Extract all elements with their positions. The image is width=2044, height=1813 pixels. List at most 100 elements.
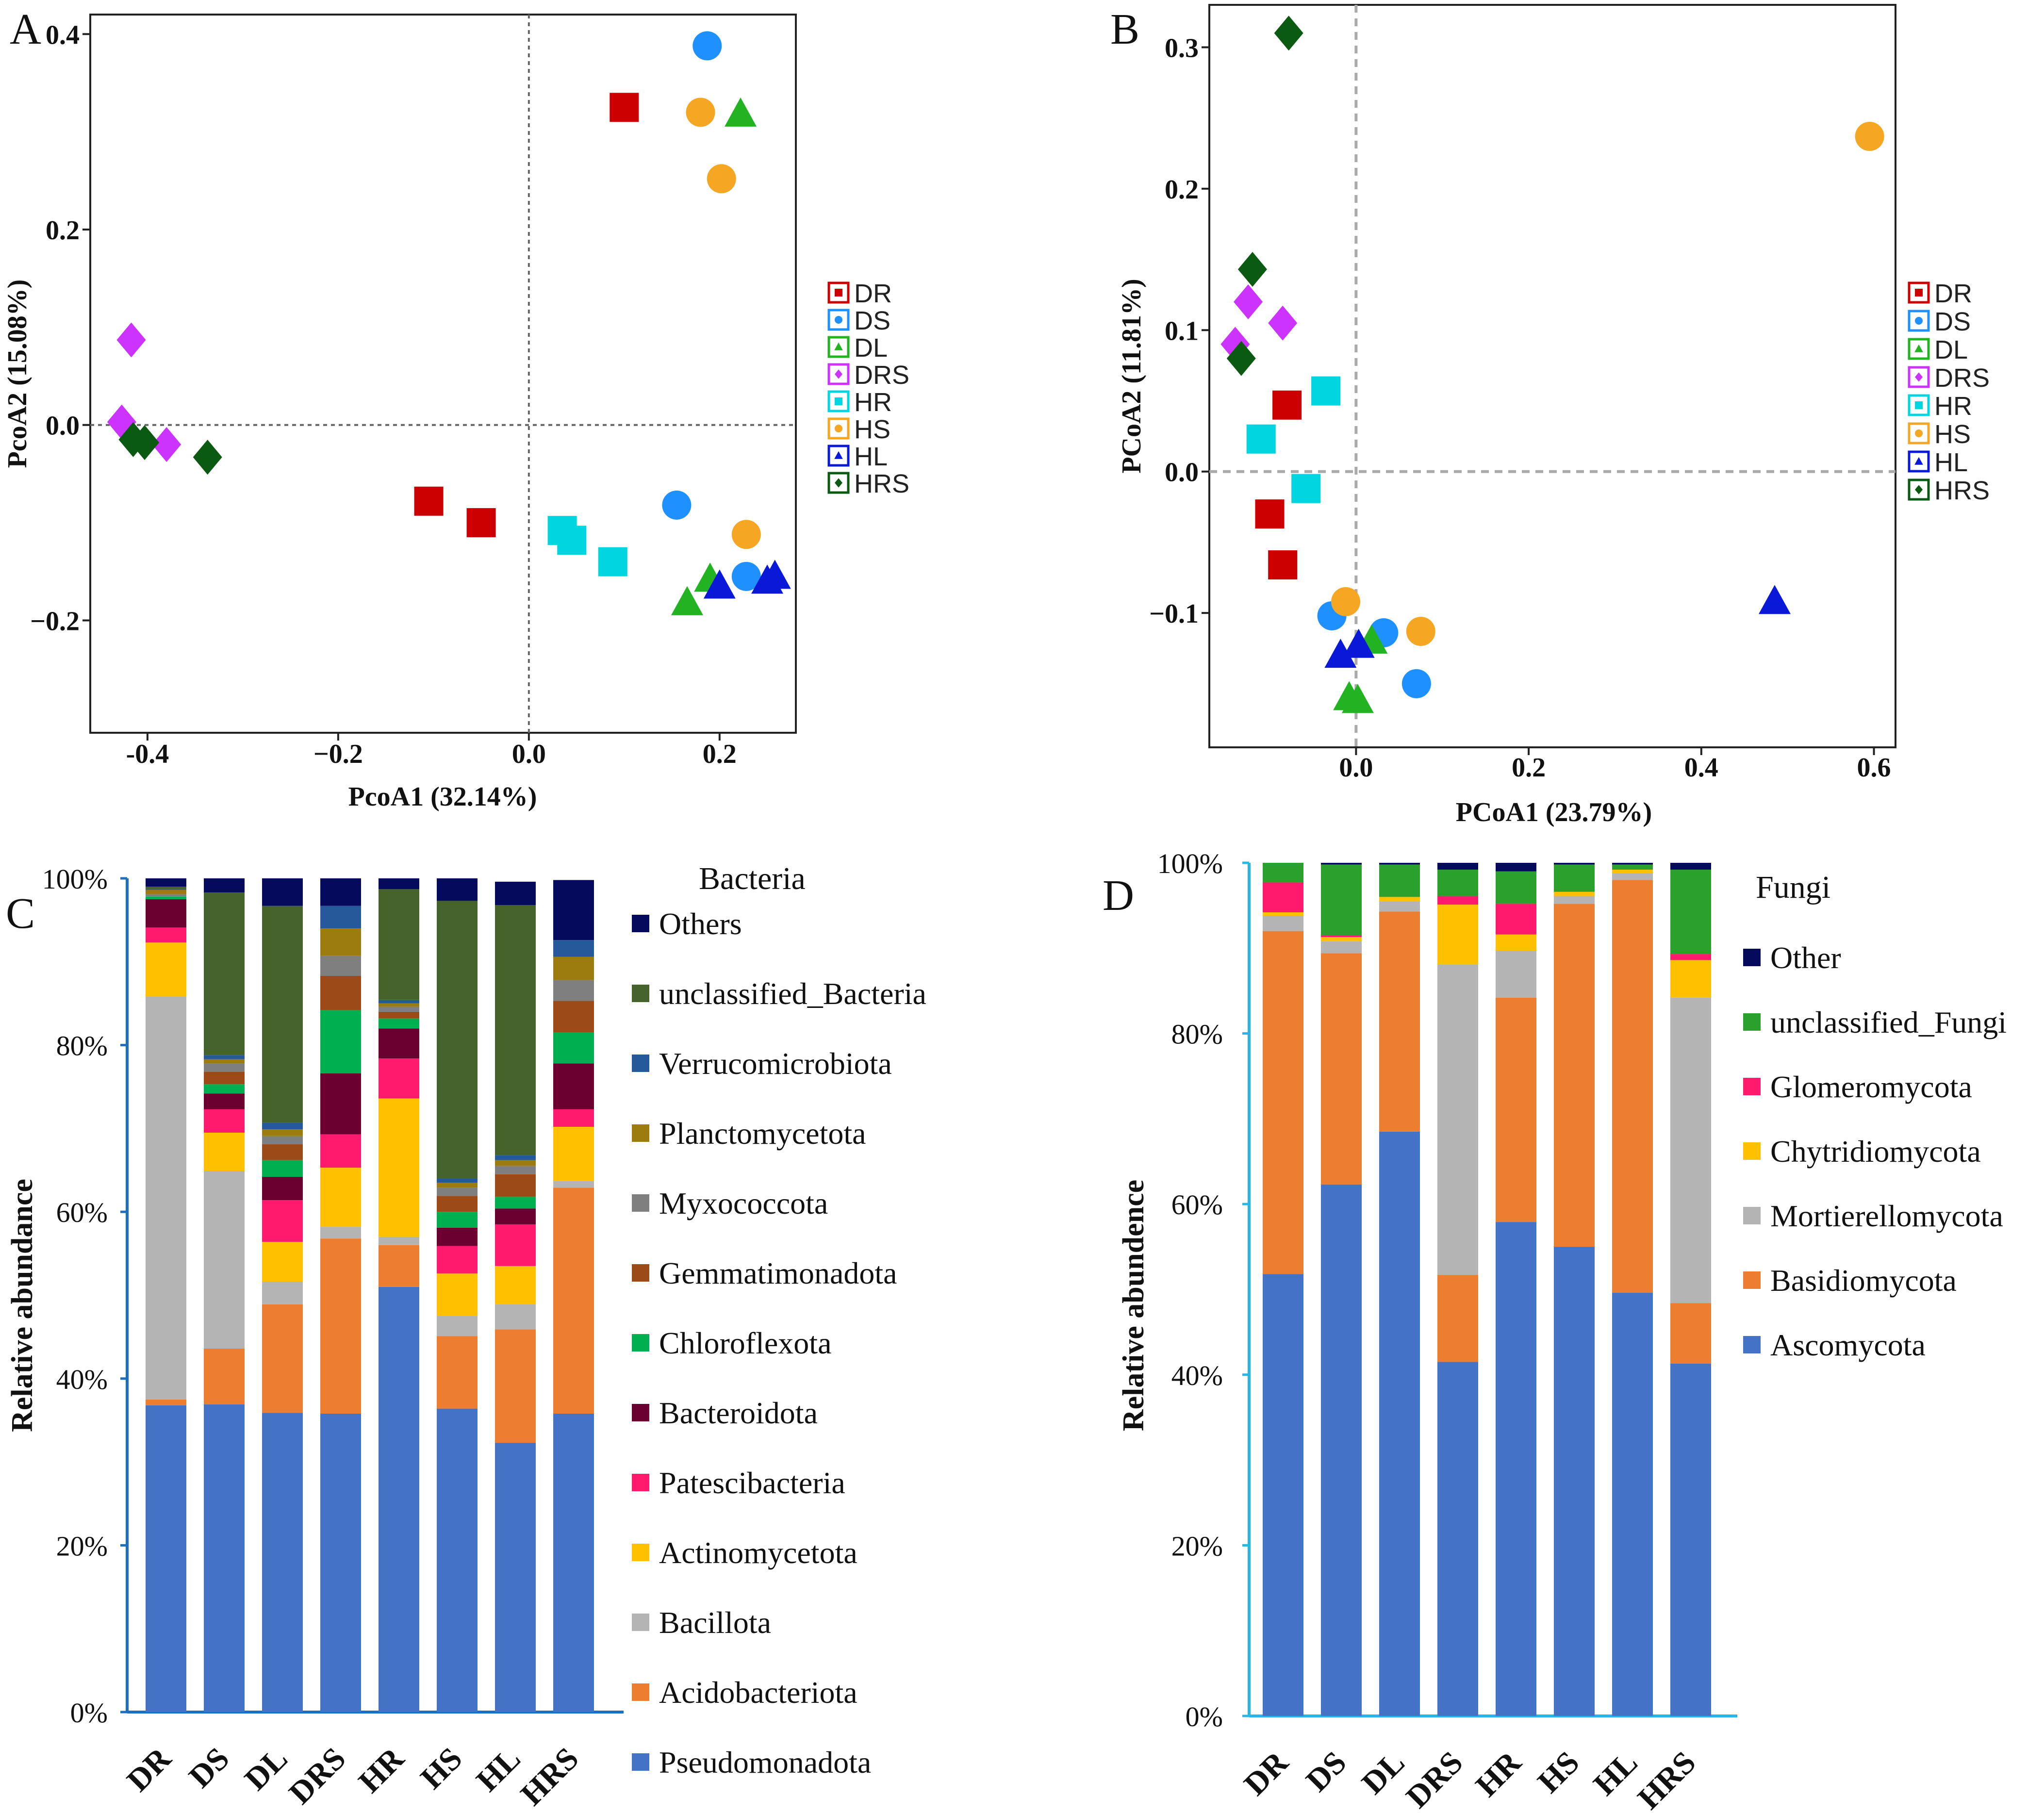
point-hs <box>686 98 715 127</box>
bar-segment-unclassified-fungi <box>1263 863 1303 883</box>
bar-segment-acidobacteriota <box>437 1336 478 1409</box>
bar-segment-others <box>262 878 303 906</box>
bar-segment-acidobacteriota <box>320 1238 361 1414</box>
bar-segment-gemmatimonadota <box>379 1011 419 1019</box>
legend-swatch-pseudomonadota <box>632 1753 649 1771</box>
panel-letter: A <box>10 5 41 53</box>
y-tick-label: 0.4 <box>46 20 80 50</box>
point-drs <box>116 322 146 358</box>
legend-label-drs: DRS <box>854 361 909 390</box>
bar-segment-gemmatimonadota <box>320 976 361 1010</box>
legend-swatch-hr <box>1908 394 1930 416</box>
bar-segment-chytridiomycota <box>1670 960 1711 998</box>
y-tick-label: 0.2 <box>46 215 80 246</box>
bar-segment-planctomycetota <box>437 1183 478 1188</box>
category-label: DR <box>1237 1744 1296 1802</box>
bar-segment-bacteroidota <box>495 1208 536 1224</box>
bar-segment-other <box>1379 863 1420 865</box>
bar-segment-actinomycetota <box>553 1126 594 1181</box>
point-ds <box>731 561 761 591</box>
point-hr <box>598 547 627 577</box>
category-label: DRS <box>1400 1745 1470 1813</box>
legend-label-hs: HS <box>1934 420 1971 449</box>
bar-segment-other <box>1612 863 1653 865</box>
legend-marker-hs <box>1915 429 1923 437</box>
bar-segment-others <box>146 878 186 887</box>
legend-label-ds: DS <box>854 306 890 335</box>
legend-label-verrucomicrobiota: Verrucomicrobiota <box>659 1046 892 1081</box>
legend-label-hl: HL <box>854 442 888 471</box>
bar-segment-pseudomonadota <box>320 1413 361 1712</box>
legend-title: Bacteria <box>699 861 806 896</box>
point-dr <box>610 93 639 122</box>
bar-segment-bacillota <box>146 996 186 1400</box>
category-label: HRS <box>514 1741 586 1813</box>
legend-label-unclassified-fungi: unclassified_Fungi <box>1770 1005 2007 1039</box>
bar-segment-bacteroidota <box>553 1063 594 1109</box>
bar-segment-chloroflexota <box>553 1032 594 1064</box>
bar-segment-myxococcota <box>495 1166 536 1174</box>
bar-segment-unclassified-fungi <box>1321 864 1362 936</box>
bar-segment-bacillota <box>379 1236 419 1245</box>
point-hl <box>758 560 791 589</box>
point-hrs <box>1274 16 1303 51</box>
y-tick-label: 60% <box>1171 1189 1223 1220</box>
bar-segment-mortierellomycota <box>1379 901 1420 912</box>
bar-segment-actinomycetota <box>204 1132 245 1171</box>
y-tick-label: 60% <box>56 1197 108 1228</box>
legend-label-ascomycota: Ascomycota <box>1770 1328 1926 1362</box>
point-hs <box>1855 122 1884 151</box>
bar-segment-mortierellomycota <box>1670 997 1711 1303</box>
y-tick-label: 0% <box>1186 1701 1223 1732</box>
bar-segment-patescibacteria <box>437 1246 478 1274</box>
category-label: DS <box>1299 1745 1353 1798</box>
y-tick-label: 20% <box>56 1530 108 1562</box>
bar-segment-basidiomycota <box>1670 1303 1711 1364</box>
legend-label-chloroflexota: Chloroflexota <box>659 1326 831 1360</box>
bar-segment-bacillota <box>262 1282 303 1304</box>
point-hs <box>731 520 761 549</box>
bar-segment-mortierellomycota <box>1437 964 1478 1275</box>
plot-frame <box>89 14 797 734</box>
bar-segment-pseudomonadota <box>553 1413 594 1712</box>
legend-marker-hl <box>1914 457 1923 465</box>
bar-segment-bacillota <box>495 1304 536 1330</box>
bar-segment-patescibacteria <box>204 1109 245 1133</box>
bar-segment-ascomycota <box>1496 1222 1536 1716</box>
bar-segment-basidiomycota <box>1496 997 1536 1222</box>
bar-segment-ascomycota <box>1612 1293 1653 1716</box>
point-hrs <box>193 440 222 475</box>
bar-segment-acidobacteriota <box>553 1187 594 1414</box>
bar-segment-other <box>1554 863 1595 865</box>
legend-swatch-glomeromycota <box>1743 1078 1761 1095</box>
bar-segment-glomeromycota <box>1321 935 1362 937</box>
category-label: HR <box>1469 1744 1529 1804</box>
bar-segment-bacteroidota <box>262 1177 303 1201</box>
legend-swatch-hs <box>1908 422 1930 445</box>
panel-letter: D <box>1103 872 1134 920</box>
bar-segment-others <box>495 881 536 905</box>
legend-swatch-ds <box>827 309 850 331</box>
bar-segment-other <box>1496 863 1536 872</box>
point-drs <box>1268 305 1298 341</box>
bar-segment-chloroflexota <box>146 896 186 899</box>
bar-segment-patescibacteria <box>553 1109 594 1127</box>
bar-segment-ascomycota <box>1437 1362 1478 1716</box>
legend-swatch-hl <box>827 445 850 467</box>
point-dr <box>1272 390 1302 420</box>
bar-segment-chloroflexota <box>495 1197 536 1209</box>
bar-segment-bacillota <box>204 1171 245 1349</box>
point-dr <box>466 508 496 538</box>
legend-label-pseudomonadota: Pseudomonadota <box>659 1745 871 1780</box>
bar-segment-chloroflexota <box>262 1160 303 1177</box>
point-hl <box>1758 585 1791 614</box>
x-tick-label: 0.2 <box>1512 753 1546 783</box>
legend-label-glomeromycota: Glomeromycota <box>1770 1070 1972 1104</box>
legend-swatch-dl <box>827 336 850 358</box>
legend-swatch-drs <box>1908 366 1930 388</box>
y-tick-label: 80% <box>56 1030 108 1062</box>
category-label: HR <box>352 1740 412 1800</box>
plot-frame <box>1208 4 1896 748</box>
legend-swatch-dr <box>827 281 850 304</box>
